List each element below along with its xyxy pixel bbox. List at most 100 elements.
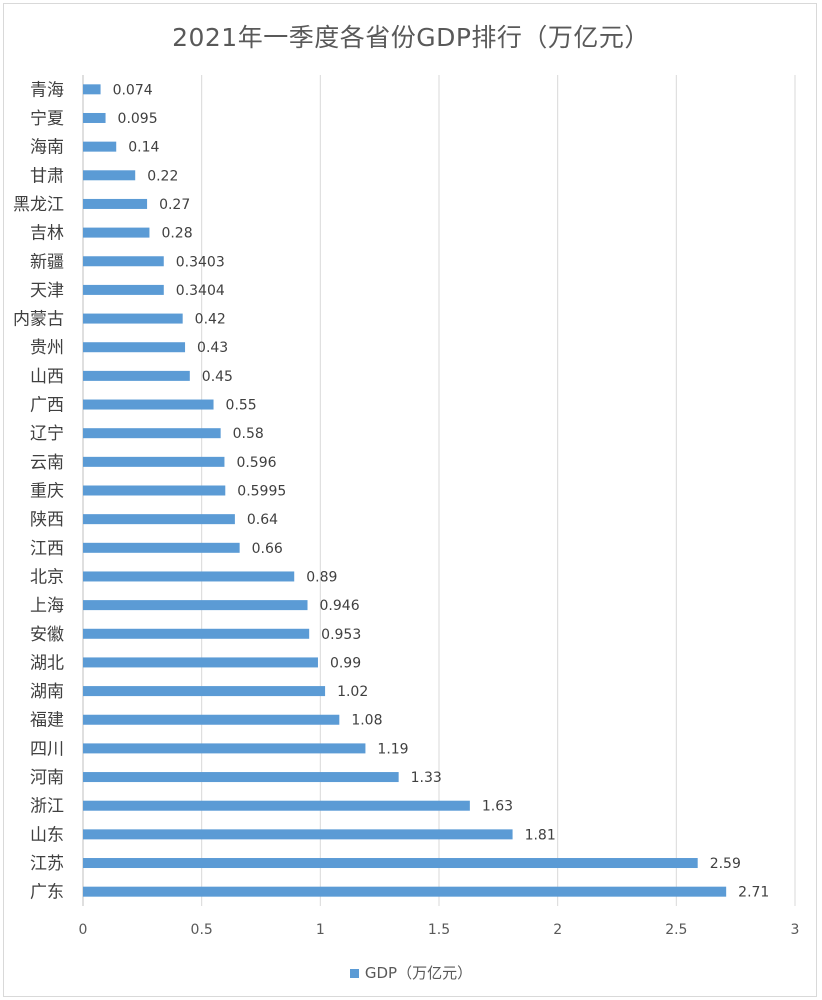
bar bbox=[83, 686, 326, 697]
bar bbox=[83, 628, 310, 639]
data-label: 2.59 bbox=[710, 856, 741, 872]
bar bbox=[83, 227, 150, 238]
bar bbox=[83, 571, 295, 582]
bar bbox=[83, 858, 698, 869]
data-label: 0.095 bbox=[118, 111, 158, 127]
category-label: 内蒙古 bbox=[13, 310, 64, 330]
bar bbox=[83, 743, 366, 754]
data-label: 0.43 bbox=[197, 340, 228, 356]
category-label: 青海 bbox=[30, 80, 64, 100]
bar bbox=[83, 84, 101, 95]
category-label: 甘肃 bbox=[30, 166, 64, 186]
bar bbox=[83, 772, 399, 783]
bar bbox=[83, 112, 106, 123]
legend-label: GDP（万亿元） bbox=[364, 964, 473, 982]
bar bbox=[83, 542, 240, 553]
bar bbox=[83, 256, 164, 267]
bar bbox=[83, 399, 214, 410]
category-label: 海南 bbox=[30, 138, 64, 158]
bar bbox=[83, 829, 513, 840]
data-label: 0.3404 bbox=[176, 283, 225, 299]
data-label: 2.71 bbox=[738, 885, 769, 901]
x-tick-label: 2 bbox=[553, 922, 562, 938]
legend: GDP（万亿元） bbox=[0, 962, 822, 983]
category-label: 北京 bbox=[30, 567, 64, 587]
bar bbox=[83, 370, 190, 381]
data-label: 1.08 bbox=[351, 713, 382, 729]
category-label: 天津 bbox=[30, 281, 64, 301]
legend-swatch bbox=[349, 969, 359, 978]
bar bbox=[83, 714, 340, 725]
category-label: 湖北 bbox=[30, 653, 64, 673]
bar bbox=[83, 456, 225, 467]
bar bbox=[83, 170, 136, 181]
data-label: 0.22 bbox=[147, 168, 178, 184]
category-label: 湖南 bbox=[30, 682, 64, 702]
x-tick-label: 3 bbox=[791, 922, 800, 938]
category-label: 辽宁 bbox=[30, 424, 64, 444]
data-label: 0.28 bbox=[161, 226, 192, 242]
data-label: 0.27 bbox=[159, 197, 190, 213]
data-label: 0.14 bbox=[128, 140, 159, 156]
data-label: 0.074 bbox=[113, 82, 153, 98]
x-tick-label: 0 bbox=[79, 922, 88, 938]
x-tick-label: 1 bbox=[316, 922, 325, 938]
category-label: 宁夏 bbox=[30, 109, 64, 129]
category-label: 吉林 bbox=[30, 224, 64, 244]
data-label: 0.66 bbox=[252, 541, 283, 557]
data-label: 0.55 bbox=[226, 398, 257, 414]
chart-frame bbox=[3, 3, 817, 997]
category-label: 安徽 bbox=[30, 625, 64, 645]
data-label: 1.19 bbox=[377, 741, 408, 757]
bar bbox=[83, 313, 183, 324]
category-label: 四川 bbox=[30, 739, 64, 759]
bar bbox=[83, 342, 186, 353]
category-label: 江西 bbox=[30, 539, 64, 559]
category-label: 福建 bbox=[30, 711, 64, 731]
x-tick-label: 1.5 bbox=[428, 922, 450, 938]
category-label: 山西 bbox=[30, 367, 64, 387]
bar bbox=[83, 657, 318, 668]
bar bbox=[83, 485, 226, 496]
category-label: 山东 bbox=[30, 825, 64, 845]
category-label: 重庆 bbox=[30, 482, 64, 502]
bar bbox=[83, 198, 148, 209]
bar bbox=[83, 600, 308, 611]
data-label: 0.58 bbox=[233, 426, 264, 442]
data-label: 1.02 bbox=[337, 684, 368, 700]
bar bbox=[83, 141, 117, 152]
x-tick-label: 2.5 bbox=[665, 922, 687, 938]
data-label: 0.3403 bbox=[176, 254, 225, 270]
chart-title: 2021年一季度各省份GDP排行（万亿元） bbox=[172, 23, 650, 52]
data-label: 0.89 bbox=[306, 569, 337, 585]
category-label: 江苏 bbox=[30, 854, 64, 874]
category-label: 贵州 bbox=[30, 338, 64, 358]
data-label: 0.99 bbox=[330, 655, 361, 671]
data-label: 1.33 bbox=[411, 770, 442, 786]
category-label: 广东 bbox=[30, 883, 64, 903]
category-label: 新疆 bbox=[30, 252, 64, 272]
category-label: 上海 bbox=[30, 596, 64, 616]
category-label: 云南 bbox=[30, 453, 64, 473]
category-label: 浙江 bbox=[30, 797, 64, 817]
data-label: 0.596 bbox=[236, 455, 276, 471]
data-label: 0.42 bbox=[195, 312, 226, 328]
category-label: 陕西 bbox=[30, 510, 64, 530]
bar bbox=[83, 284, 164, 295]
category-label: 广西 bbox=[30, 396, 64, 416]
data-label: 0.45 bbox=[202, 369, 233, 385]
data-label: 0.64 bbox=[247, 512, 278, 528]
data-label: 0.953 bbox=[321, 627, 361, 643]
category-label: 黑龙江 bbox=[13, 195, 64, 215]
bar bbox=[83, 428, 221, 439]
data-label: 0.946 bbox=[320, 598, 360, 614]
bar bbox=[83, 514, 235, 525]
bar bbox=[83, 800, 470, 811]
bar bbox=[83, 886, 727, 897]
data-label: 1.81 bbox=[525, 827, 556, 843]
category-label: 河南 bbox=[30, 768, 64, 788]
data-label: 1.63 bbox=[482, 799, 513, 815]
x-tick-label: 0.5 bbox=[191, 922, 213, 938]
data-label: 0.5995 bbox=[237, 484, 286, 500]
